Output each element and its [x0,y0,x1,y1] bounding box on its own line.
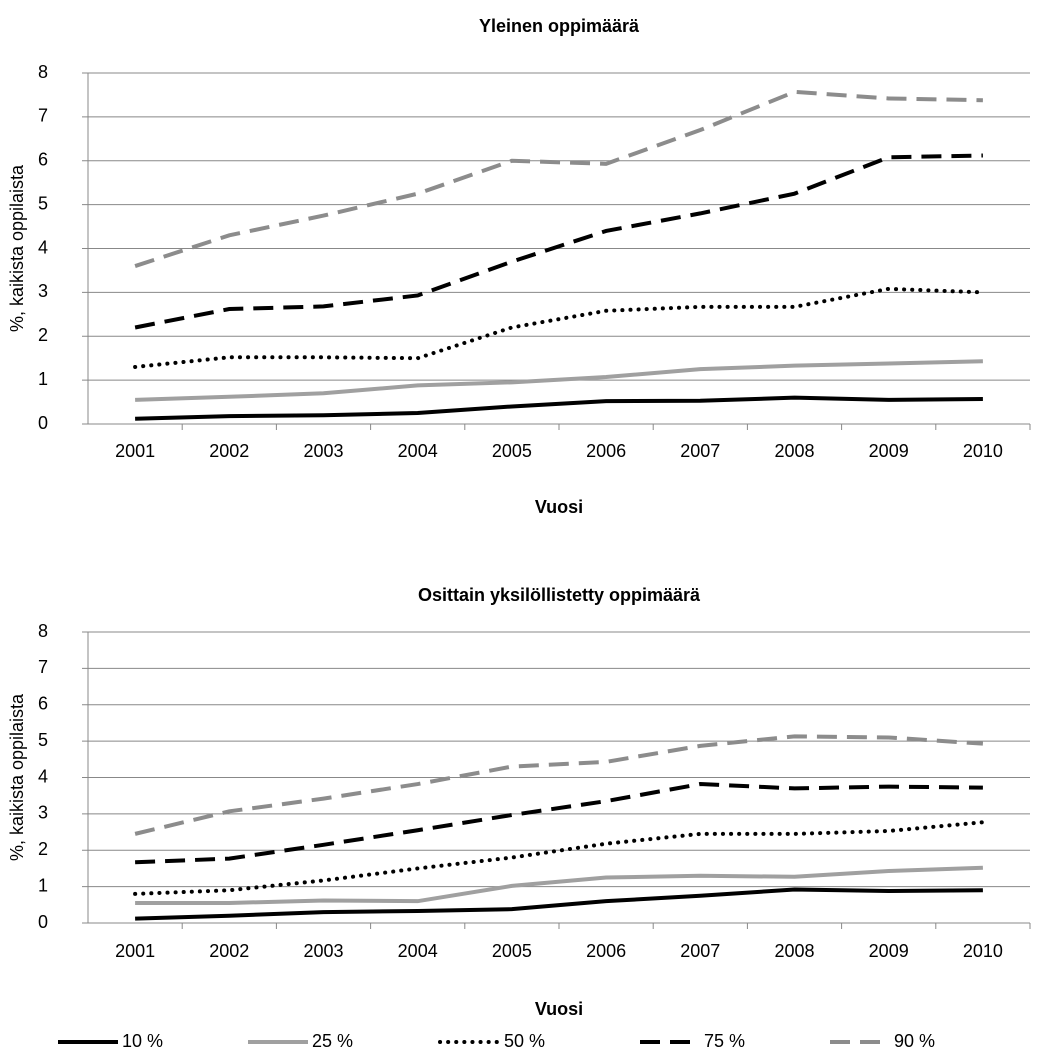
series-line [134,734,984,836]
x-tick-label: 2007 [680,941,720,961]
x-tick-label: 2001 [115,941,155,961]
y-tick-label: 8 [38,62,48,82]
series-line [134,153,983,330]
x-tick-label: 2007 [680,441,720,461]
series-line [135,359,983,402]
legend-label: 75 % [704,1031,745,1051]
legend-label: 25 % [312,1031,353,1051]
y-tick-label: 3 [38,281,48,301]
y-tick-label: 8 [38,621,48,641]
y-tick-label: 4 [38,766,48,786]
x-tick-label: 2010 [963,941,1003,961]
y-tick-label: 7 [38,106,48,126]
x-tick-label: 2003 [303,941,343,961]
y-tick-label: 0 [38,413,48,433]
x-tick-label: 2006 [586,941,626,961]
y-tick-label: 6 [38,694,48,714]
series-line [135,887,983,921]
y-tick-label: 1 [38,875,48,895]
y-tick-label: 5 [38,730,48,750]
x-tick-label: 2008 [774,941,814,961]
y-tick-label: 6 [38,150,48,170]
x-tick-label: 2003 [303,441,343,461]
x-tick-label: 2009 [869,941,909,961]
series-line [134,89,983,268]
y-tick-label: 2 [38,839,48,859]
y-tick-label: 3 [38,803,48,823]
x-tick-label: 2010 [963,441,1003,461]
series-line [135,395,983,421]
y-axis-title: %, kaikista oppilaista [7,164,27,332]
x-tick-label: 2004 [398,441,438,461]
legend-label: 10 % [122,1031,163,1051]
x-tick-label: 2005 [492,441,532,461]
legend-label: 50 % [504,1031,545,1051]
x-axis-title: Vuosi [535,999,583,1019]
chart-title: Osittain yksilöllistetty oppimäärä [418,585,701,605]
legend-label: 90 % [894,1031,935,1051]
series-line [135,782,983,865]
x-tick-label: 2009 [869,441,909,461]
x-tick-label: 2002 [209,941,249,961]
series-line [135,865,983,905]
y-tick-label: 4 [38,237,48,257]
x-tick-label: 2005 [492,941,532,961]
y-tick-label: 0 [38,912,48,932]
x-tick-label: 2006 [586,441,626,461]
y-tick-label: 1 [38,369,48,389]
x-tick-label: 2002 [209,441,249,461]
x-tick-label: 2008 [774,441,814,461]
x-tick-label: 2001 [115,441,155,461]
series-line [133,286,985,369]
y-tick-label: 7 [38,657,48,677]
y-axis-title: %, kaikista oppilaista [7,693,27,861]
y-tick-label: 5 [38,193,48,213]
x-tick-label: 2004 [398,941,438,961]
x-axis-title: Vuosi [535,497,583,517]
y-tick-label: 2 [38,325,48,345]
chart-title: Yleinen oppimäärä [479,16,640,36]
